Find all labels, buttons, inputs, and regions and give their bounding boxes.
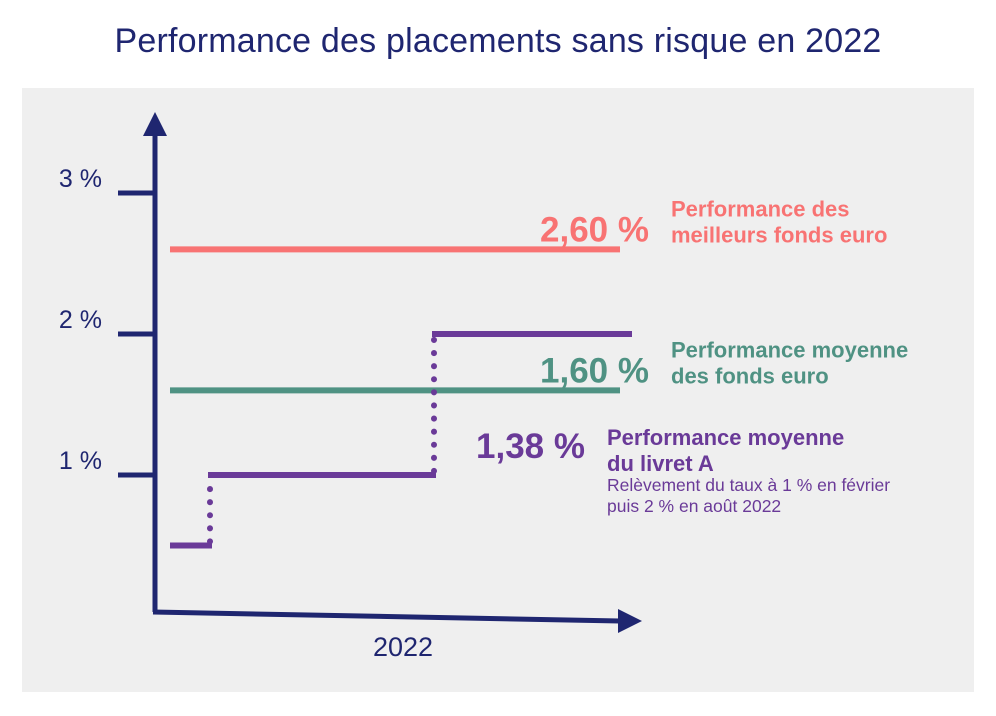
series-name-label: meilleurs fonds euro: [671, 222, 887, 247]
series-note: puis 2 % en août 2022: [607, 496, 781, 516]
series-value-label: 1,38 %: [476, 427, 585, 466]
x-axis-arrow: [618, 609, 642, 633]
series-name-label: Performance des: [671, 196, 850, 221]
series-name-label: du livret A: [607, 451, 714, 476]
series-group: [170, 246, 632, 549]
series-value-label: 1,60 %: [540, 351, 649, 390]
series-value-label: 2,60 %: [540, 210, 649, 249]
series-note: Relèvement du taux à 1 % en février: [607, 475, 890, 495]
y-axis-arrow: [143, 112, 167, 136]
axes: 2022: [143, 112, 642, 662]
x-axis-label: 2022: [373, 632, 433, 662]
x-axis-line: [152, 609, 621, 624]
chart-title: Performance des placements sans risque e…: [114, 22, 882, 60]
y-tick-label: 2 %: [59, 306, 102, 334]
series-name-label: Performance moyenne: [671, 337, 908, 362]
series-name-label: Performance moyenne: [607, 425, 844, 450]
y-ticks: 1 % 2 % 3 %: [59, 165, 155, 478]
series-name-label: des fonds euro: [671, 363, 829, 388]
y-tick-label: 1 %: [59, 447, 102, 475]
y-tick-label: 3 %: [59, 165, 102, 193]
